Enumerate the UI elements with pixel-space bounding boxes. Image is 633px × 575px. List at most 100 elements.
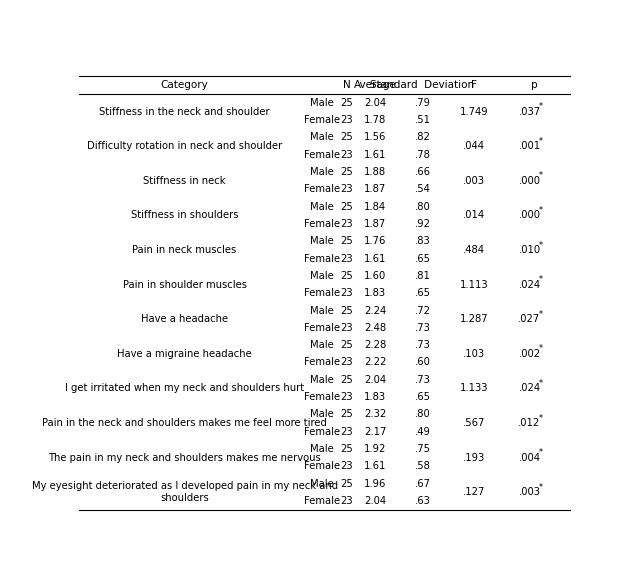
Text: Have a migraine headache: Have a migraine headache xyxy=(117,349,252,359)
Text: 1.87: 1.87 xyxy=(364,185,386,194)
Text: Male: Male xyxy=(310,202,334,212)
Text: 25: 25 xyxy=(340,305,353,316)
Text: .82: .82 xyxy=(415,132,430,143)
Text: 25: 25 xyxy=(340,202,353,212)
Text: Female: Female xyxy=(304,427,340,436)
Text: 2.22: 2.22 xyxy=(364,358,386,367)
Text: 1.61: 1.61 xyxy=(364,254,386,263)
Text: .484: .484 xyxy=(463,245,485,255)
Text: Female: Female xyxy=(304,254,340,263)
Text: 1.78: 1.78 xyxy=(364,115,386,125)
Text: Stiffness in neck: Stiffness in neck xyxy=(143,176,226,186)
Text: 2.32: 2.32 xyxy=(364,409,386,419)
Text: 23: 23 xyxy=(340,150,353,160)
Text: 1.56: 1.56 xyxy=(364,132,386,143)
Text: .79: .79 xyxy=(415,98,430,108)
Text: Male: Male xyxy=(310,409,334,419)
Text: .73: .73 xyxy=(415,375,430,385)
Text: 23: 23 xyxy=(340,496,353,506)
Text: 1.60: 1.60 xyxy=(364,271,386,281)
Text: 2.04: 2.04 xyxy=(364,98,386,108)
Text: .54: .54 xyxy=(415,185,430,194)
Text: 23: 23 xyxy=(340,115,353,125)
Text: *: * xyxy=(539,379,542,388)
Text: 25: 25 xyxy=(340,478,353,489)
Text: .92: .92 xyxy=(415,219,430,229)
Text: Female: Female xyxy=(304,150,340,160)
Text: Female: Female xyxy=(304,358,340,367)
Text: 2.28: 2.28 xyxy=(364,340,386,350)
Text: .72: .72 xyxy=(415,305,430,316)
Text: Pain in neck muscles: Pain in neck muscles xyxy=(132,245,237,255)
Text: .66: .66 xyxy=(415,167,430,177)
Text: .010: .010 xyxy=(518,245,541,255)
Text: .567: .567 xyxy=(463,418,486,428)
Text: 23: 23 xyxy=(340,392,353,402)
Text: 23: 23 xyxy=(340,461,353,472)
Text: .65: .65 xyxy=(415,392,430,402)
Text: 1.61: 1.61 xyxy=(364,461,386,472)
Text: 23: 23 xyxy=(340,323,353,333)
Text: .80: .80 xyxy=(415,409,430,419)
Text: *: * xyxy=(539,413,542,423)
Text: .003: .003 xyxy=(463,176,485,186)
Text: 23: 23 xyxy=(340,219,353,229)
Text: 1.92: 1.92 xyxy=(364,444,386,454)
Text: .103: .103 xyxy=(463,349,485,359)
Text: N: N xyxy=(342,80,350,90)
Text: 25: 25 xyxy=(340,375,353,385)
Text: The pain in my neck and shoulders makes me nervous: The pain in my neck and shoulders makes … xyxy=(48,453,321,463)
Text: Pain in shoulder muscles: Pain in shoulder muscles xyxy=(123,279,247,290)
Text: .65: .65 xyxy=(415,254,430,263)
Text: .127: .127 xyxy=(463,487,486,497)
Text: .60: .60 xyxy=(415,358,430,367)
Text: 25: 25 xyxy=(340,132,353,143)
Text: .193: .193 xyxy=(463,453,485,463)
Text: Female: Female xyxy=(304,496,340,506)
Text: 23: 23 xyxy=(340,427,353,436)
Text: *: * xyxy=(539,344,542,354)
Text: *: * xyxy=(539,206,542,215)
Text: .78: .78 xyxy=(415,150,430,160)
Text: 1.133: 1.133 xyxy=(460,384,488,393)
Text: Category: Category xyxy=(161,80,208,90)
Text: Female: Female xyxy=(304,219,340,229)
Text: Female: Female xyxy=(304,323,340,333)
Text: Male: Male xyxy=(310,132,334,143)
Text: *: * xyxy=(539,171,542,181)
Text: .003: .003 xyxy=(518,487,541,497)
Text: 1.76: 1.76 xyxy=(364,236,386,246)
Text: *: * xyxy=(539,310,542,319)
Text: Male: Male xyxy=(310,271,334,281)
Text: *: * xyxy=(539,240,542,250)
Text: Male: Male xyxy=(310,478,334,489)
Text: .63: .63 xyxy=(415,496,430,506)
Text: .037: .037 xyxy=(518,106,541,117)
Text: 23: 23 xyxy=(340,288,353,298)
Text: Have a headache: Have a headache xyxy=(141,314,228,324)
Text: 1.83: 1.83 xyxy=(364,392,386,402)
Text: 25: 25 xyxy=(340,167,353,177)
Text: .002: .002 xyxy=(518,349,541,359)
Text: .012: .012 xyxy=(518,418,541,428)
Text: 2.24: 2.24 xyxy=(364,305,386,316)
Text: .000: .000 xyxy=(518,176,541,186)
Text: 1.88: 1.88 xyxy=(364,167,386,177)
Text: .83: .83 xyxy=(415,236,430,246)
Text: 1.61: 1.61 xyxy=(364,150,386,160)
Text: Pain in the neck and shoulders makes me feel more tired: Pain in the neck and shoulders makes me … xyxy=(42,418,327,428)
Text: .004: .004 xyxy=(518,453,541,463)
Text: 1.83: 1.83 xyxy=(364,288,386,298)
Text: 25: 25 xyxy=(340,340,353,350)
Text: .67: .67 xyxy=(415,478,430,489)
Text: .49: .49 xyxy=(415,427,430,436)
Text: 2.04: 2.04 xyxy=(364,496,386,506)
Text: 23: 23 xyxy=(340,254,353,263)
Text: 2.04: 2.04 xyxy=(364,375,386,385)
Text: .001: .001 xyxy=(518,141,541,151)
Text: 1.84: 1.84 xyxy=(364,202,386,212)
Text: 1.113: 1.113 xyxy=(460,279,488,290)
Text: Average: Average xyxy=(354,80,396,90)
Text: Male: Male xyxy=(310,305,334,316)
Text: .81: .81 xyxy=(415,271,430,281)
